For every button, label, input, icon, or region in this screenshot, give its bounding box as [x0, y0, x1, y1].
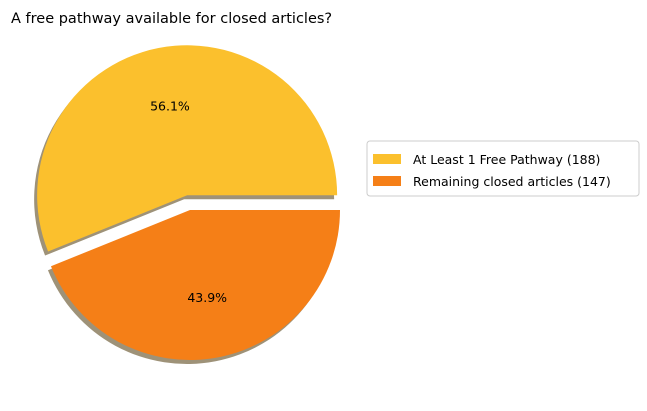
- pie-label-layer: 56.1% 43.9%: [150, 98, 227, 304]
- legend: At Least 1 Free Pathway (188) Remaining …: [366, 140, 640, 197]
- pie-percent-label: 56.1%: [150, 98, 190, 113]
- legend-frame: [366, 140, 640, 197]
- legend-label: At Least 1 Free Pathway (188): [413, 152, 600, 167]
- pie-slice: [37, 45, 338, 252]
- legend-entry: Remaining closed articles (147): [373, 174, 611, 189]
- legend-entry: At Least 1 Free Pathway (188): [373, 152, 600, 167]
- chart-title: A free pathway available for closed arti…: [11, 11, 332, 27]
- pie-slice: [50, 210, 340, 360]
- legend-label: Remaining closed articles (147): [413, 174, 611, 189]
- pie-percent-label: 43.9%: [187, 290, 227, 305]
- pie-slice-layer: [37, 45, 340, 360]
- legend-swatch: [373, 176, 401, 186]
- legend-swatch: [373, 154, 401, 164]
